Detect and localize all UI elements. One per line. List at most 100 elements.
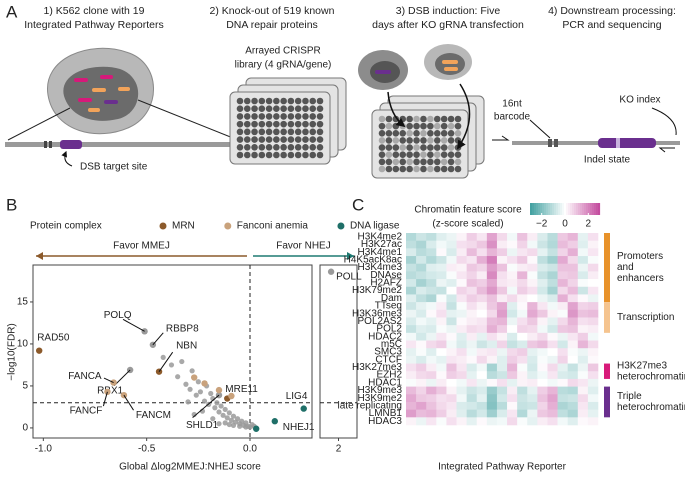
well — [433, 151, 441, 159]
heatmap-cell — [446, 386, 457, 395]
well — [236, 136, 244, 143]
well — [236, 143, 244, 151]
point — [216, 421, 222, 427]
well — [385, 122, 393, 130]
annotation: barcode — [494, 112, 531, 123]
heatmap-cell — [496, 256, 508, 265]
heatmap-cell — [426, 286, 437, 295]
well — [273, 120, 280, 128]
heatmap-cell — [496, 271, 508, 280]
heatmap-cell — [557, 279, 568, 288]
heatmap-cell — [406, 386, 417, 395]
heatmap-cell — [456, 348, 467, 357]
well — [251, 136, 258, 143]
point — [230, 413, 237, 419]
heatmap-cell — [527, 233, 538, 241]
colorbar-segment — [570, 203, 573, 215]
heatmap-cell — [466, 271, 478, 280]
heatmap-cell — [547, 386, 558, 395]
heatmap-cell — [466, 317, 478, 326]
heatmap-cell — [476, 417, 488, 426]
well — [280, 120, 287, 128]
well — [316, 97, 324, 105]
row-label: Dam — [381, 293, 402, 304]
heatmap-cell — [436, 294, 447, 303]
cells-illustration — [358, 44, 472, 150]
heatmap-cell — [527, 371, 538, 380]
colorbar-segment — [558, 203, 561, 215]
point — [271, 418, 278, 425]
point — [230, 422, 237, 429]
heatmap-cell — [466, 325, 478, 334]
heatmap-cell — [446, 240, 457, 249]
panel-label: C — [352, 195, 364, 214]
heatmap-cell — [577, 394, 589, 403]
heatmap-cell — [436, 248, 447, 257]
heatmap-cell — [587, 401, 599, 410]
heatmap-cell — [557, 332, 568, 341]
well — [378, 151, 386, 159]
heatmap-cell — [537, 286, 548, 295]
heatmap-cell — [426, 325, 437, 334]
heatmap-cell — [507, 240, 518, 249]
heatmap-cell — [486, 417, 498, 426]
heatmap-cell — [496, 294, 508, 303]
heatmap-cell — [557, 394, 568, 403]
heatmap-cell — [476, 271, 488, 280]
heatmap-cell — [507, 340, 518, 349]
colorbar-segment — [594, 203, 597, 215]
heatmap-cell — [547, 332, 558, 341]
group-label: heterochromatin — [617, 402, 685, 413]
well — [309, 113, 317, 120]
heatmap-cell — [486, 386, 498, 395]
heatmap-cell — [466, 332, 478, 341]
well — [454, 137, 462, 144]
heatmap-cell — [406, 279, 417, 288]
colorbar-segment — [574, 203, 577, 215]
well — [309, 105, 317, 113]
heatmap-cell — [537, 271, 548, 280]
heatmap-cell — [537, 417, 548, 426]
heatmap-cell — [557, 355, 568, 364]
legend-label: DNA ligase — [350, 221, 400, 232]
heatmap-cell — [456, 302, 467, 311]
heatmap-cell — [456, 340, 467, 349]
point — [228, 417, 234, 423]
heatmap-cell — [406, 325, 417, 334]
well — [265, 143, 273, 151]
heatmap-cell — [486, 233, 498, 241]
well — [236, 105, 244, 113]
well — [433, 144, 441, 151]
row-label: H3K79me2 — [352, 285, 402, 296]
heatmap-cell — [496, 371, 508, 380]
well — [273, 136, 280, 143]
heatmap-cell — [476, 302, 488, 311]
well — [251, 128, 258, 136]
heatmap-cell — [537, 279, 548, 288]
amplicon-illustration — [492, 107, 680, 153]
annotation: Arrayed CRISPR — [245, 46, 321, 57]
heatmap-cell — [496, 409, 508, 418]
heatmap-cell — [557, 256, 568, 265]
heatmap-cell — [577, 386, 589, 395]
heatmap-cell — [466, 409, 478, 418]
heatmap-cell — [456, 286, 467, 295]
well — [294, 97, 302, 105]
heatmap-cell — [446, 371, 457, 380]
heatmap-cell — [436, 386, 447, 395]
heatmap-cell — [456, 355, 467, 364]
colorbar-tick-label: 2 — [586, 219, 592, 230]
heatmap-cell — [537, 302, 548, 311]
heatmap-cell — [486, 332, 498, 341]
heatmap-cell — [476, 371, 488, 380]
well — [294, 113, 302, 120]
well — [280, 136, 287, 143]
heatmap-cell — [587, 355, 599, 364]
well — [316, 136, 324, 143]
heatmap-cell — [517, 294, 528, 303]
heatmap-cell — [517, 240, 528, 249]
heatmap-cell — [466, 417, 478, 426]
heatmap-cell — [527, 263, 538, 272]
heatmap-cell — [577, 378, 589, 387]
well — [287, 113, 295, 120]
